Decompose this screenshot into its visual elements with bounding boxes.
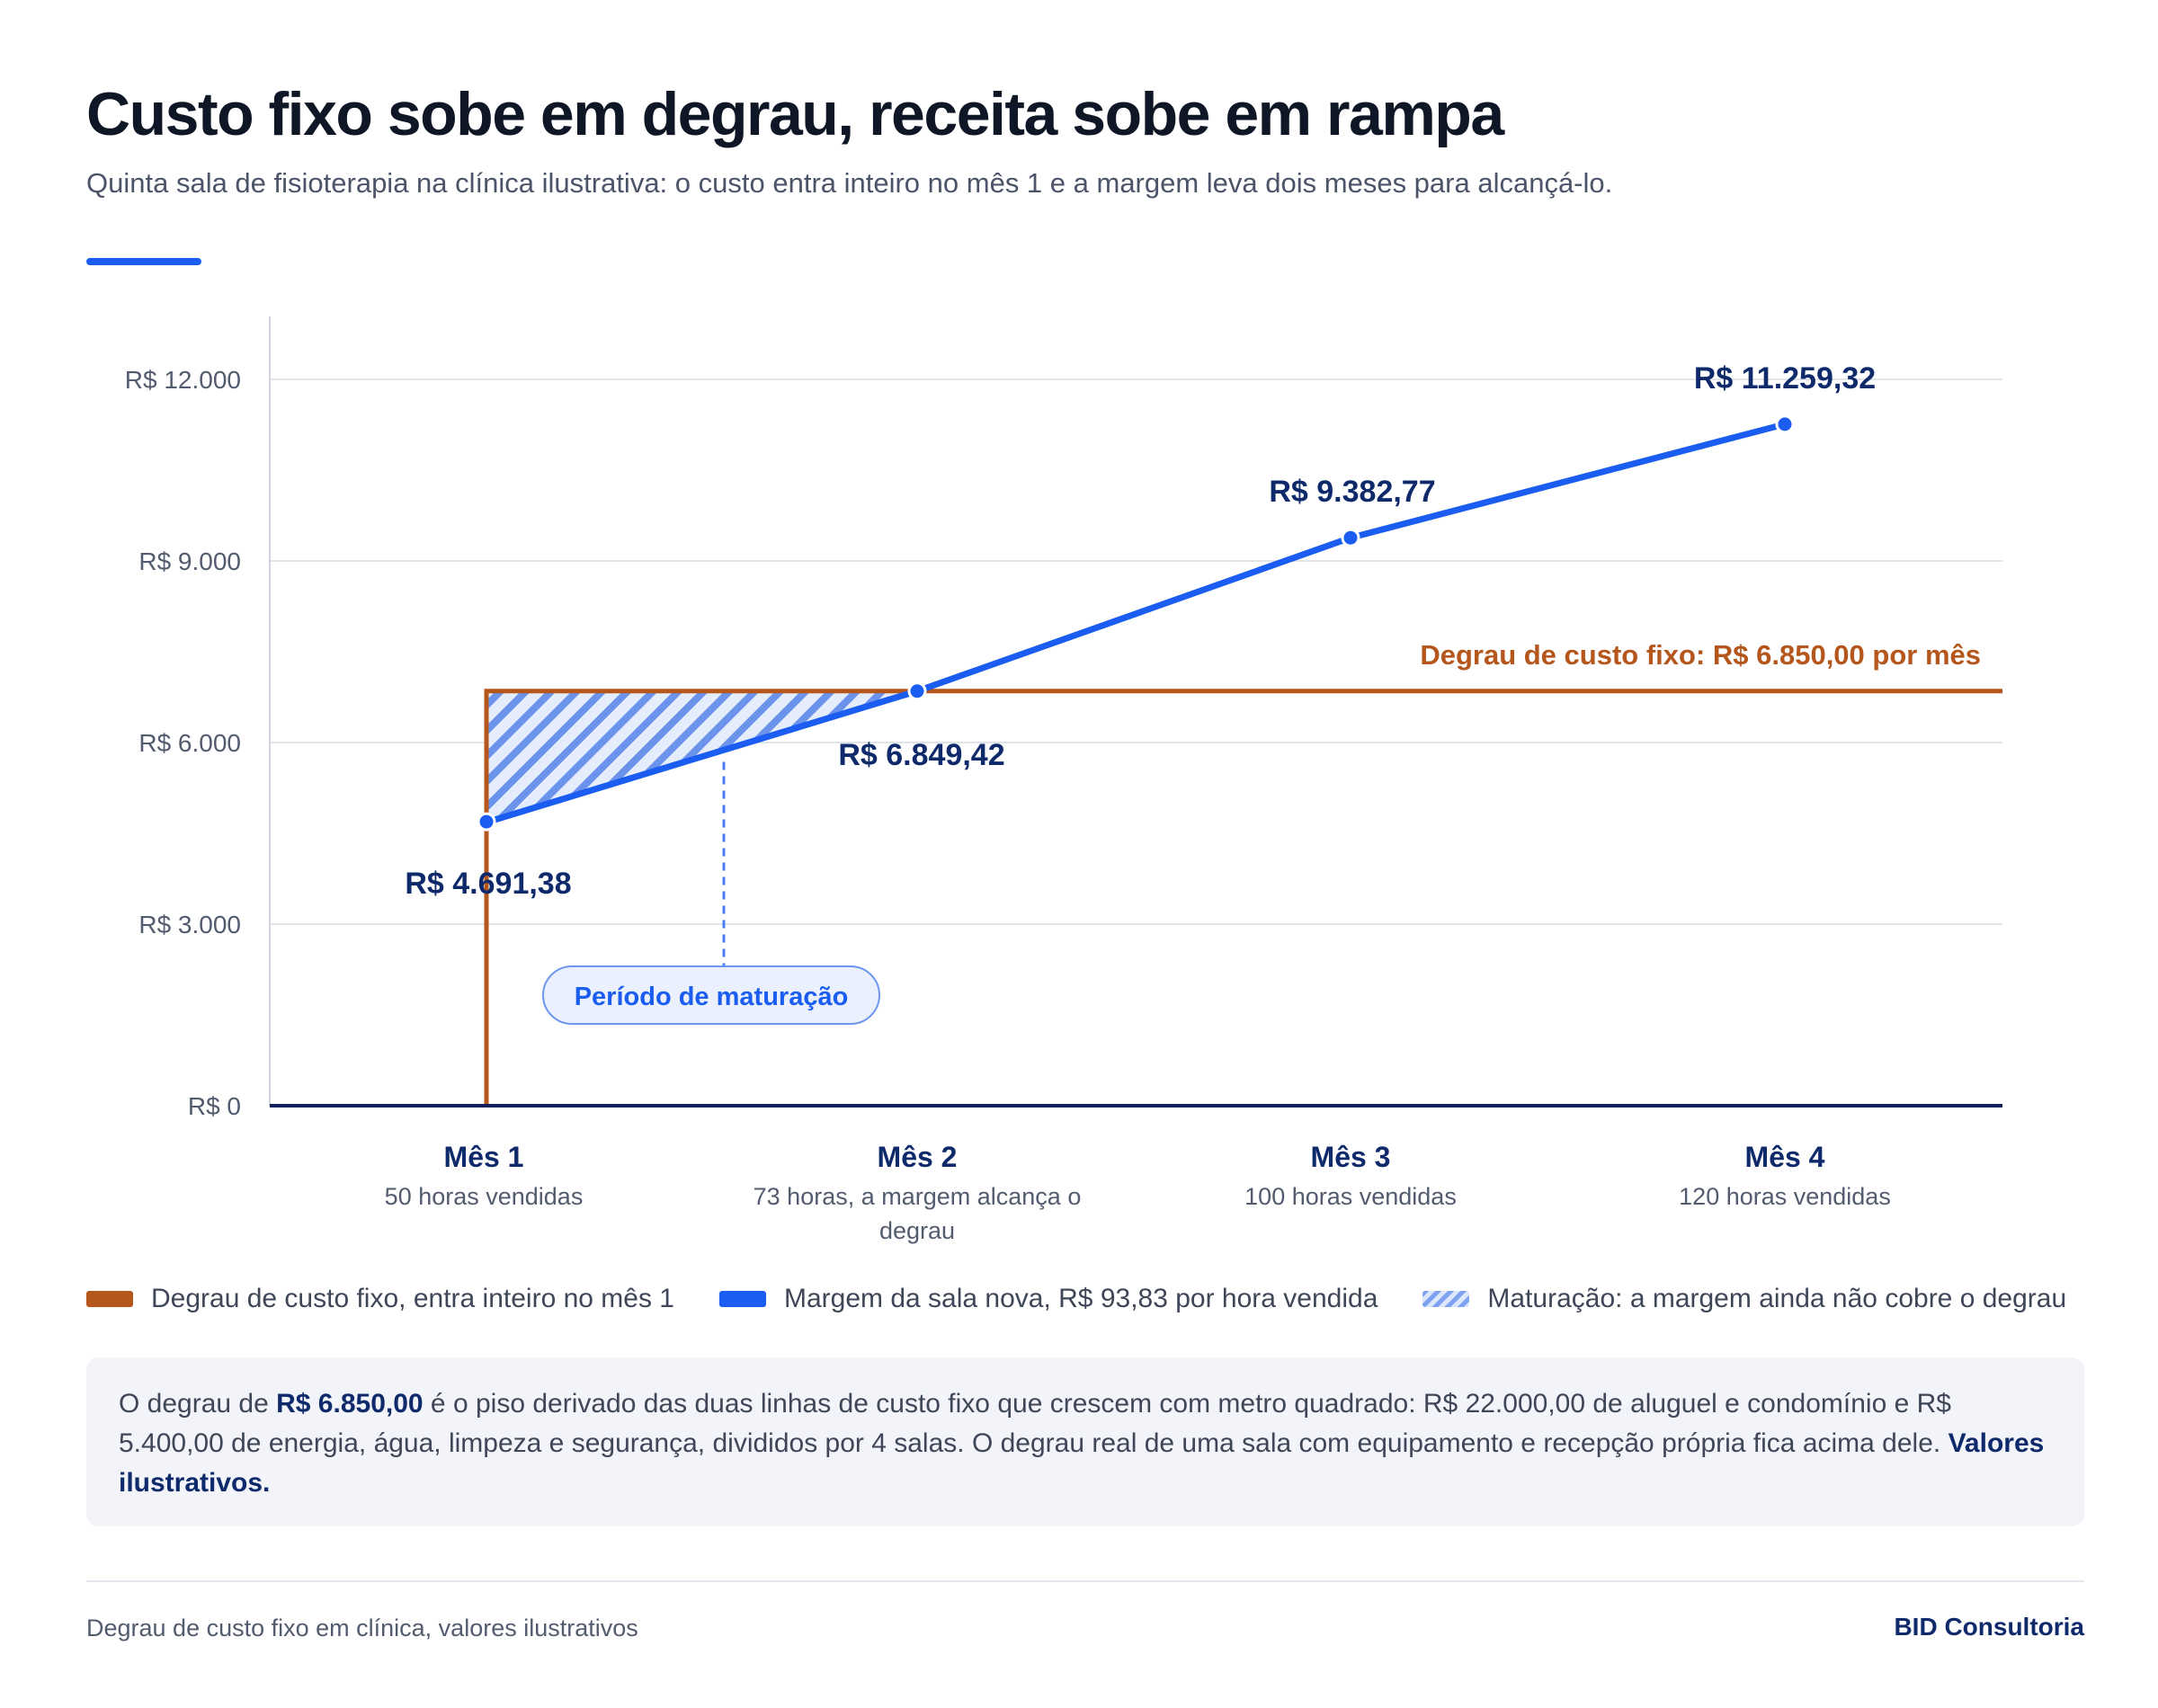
chart-subtitle: Quinta sala de fisioterapia na clínica i… bbox=[86, 167, 1613, 199]
legend-label-maturation: Maturação: a margem ainda não cobre o de… bbox=[1487, 1284, 2067, 1313]
note-highlight: R$ 6.850,00 bbox=[276, 1389, 424, 1419]
y-tick-label: R$ 6.000 bbox=[138, 729, 241, 757]
margin-data-point bbox=[907, 681, 927, 701]
data-label: R$ 4.691,38 bbox=[405, 867, 571, 901]
x-category-subtitle: 120 horas vendidas bbox=[1679, 1183, 1891, 1210]
x-category-subtitle: degrau bbox=[879, 1217, 955, 1244]
chart-title: Custo fixo sobe em degrau, receita sobe … bbox=[86, 80, 1504, 148]
margin-data-point bbox=[1341, 528, 1360, 547]
line-chart: R$ 0 R$ 3.000 R$ 6.000 R$ 9.000 R$ 12.000 Deg… bbox=[125, 316, 2002, 1244]
x-category-subtitle: 50 horas vendidas bbox=[385, 1183, 584, 1210]
x-category-subtitle: 100 horas vendidas bbox=[1244, 1183, 1457, 1210]
maturation-pill-label: Período de maturação bbox=[575, 983, 849, 1011]
maturation-pill bbox=[542, 965, 880, 1025]
x-category-subtitle: 73 horas, a margem alcança o bbox=[754, 1183, 1082, 1210]
legend-swatch-maturation bbox=[1422, 1291, 1470, 1307]
x-category-label: Mês 1 bbox=[444, 1141, 524, 1173]
legend-item-maturation: Maturação: a margem ainda não cobre o de… bbox=[1422, 1284, 2066, 1314]
legend: Degrau de custo fixo, entra inteiro no m… bbox=[86, 1284, 2091, 1314]
x-category-label: Mês 3 bbox=[1311, 1141, 1391, 1173]
y-tick-label: R$ 12.000 bbox=[125, 366, 241, 394]
legend-swatch-margin bbox=[718, 1291, 766, 1307]
y-tick-label: R$ 9.000 bbox=[138, 547, 241, 575]
legend-label-margin: Margem da sala nova, R$ 93,83 por hora v… bbox=[783, 1284, 1378, 1313]
y-tick-label: R$ 0 bbox=[188, 1092, 241, 1120]
y-tick-label: R$ 3.000 bbox=[138, 911, 241, 939]
fixed-cost-step-label: Degrau de custo fixo: R$ 6.850,00 por mê… bbox=[1420, 639, 1981, 671]
title-accent-bar bbox=[86, 258, 201, 265]
data-label: R$ 9.382,77 bbox=[1269, 475, 1435, 509]
explanatory-note: O degrau de R$ 6.850,00 é o piso derivad… bbox=[86, 1357, 2084, 1526]
legend-item-margin: Margem da sala nova, R$ 93,83 por hora v… bbox=[718, 1284, 1378, 1314]
brand-name: BID Consultoria bbox=[1894, 1613, 2084, 1641]
margin-series-line bbox=[485, 421, 1788, 825]
legend-label-step: Degrau de custo fixo, entra inteiro no m… bbox=[151, 1284, 674, 1313]
data-label: R$ 11.259,32 bbox=[1694, 361, 1876, 396]
x-category-label: Mês 2 bbox=[878, 1141, 958, 1173]
note-bold-end: Valores ilustrativos. bbox=[119, 1428, 2045, 1498]
legend-swatch-step bbox=[86, 1291, 133, 1307]
note-text-1: O degrau de bbox=[119, 1389, 277, 1419]
note-text-2: é o piso derivado das duas linhas de cus… bbox=[119, 1389, 1951, 1458]
fixed-cost-step-line bbox=[484, 689, 2002, 1106]
margin-data-point bbox=[1775, 414, 1795, 434]
legend-item-step: Degrau de custo fixo, entra inteiro no m… bbox=[86, 1284, 674, 1314]
margin-data-point bbox=[477, 812, 496, 832]
footer-caption: Degrau de custo fixo em clínica, valores… bbox=[86, 1615, 638, 1641]
data-label: R$ 6.849,42 bbox=[838, 738, 1004, 772]
x-category-label: Mês 4 bbox=[1745, 1141, 1825, 1173]
footer-divider bbox=[86, 1580, 2084, 1582]
